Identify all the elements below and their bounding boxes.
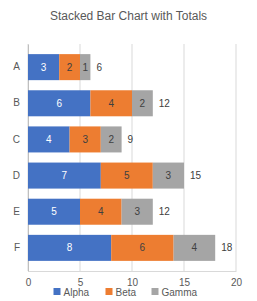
total-label: 15 bbox=[190, 170, 202, 181]
y-tick: A bbox=[13, 61, 28, 72]
bar bbox=[59, 54, 80, 80]
data-label: 5 bbox=[124, 170, 130, 181]
legend-item: Beta bbox=[106, 287, 137, 298]
bar bbox=[132, 90, 153, 116]
series bbox=[59, 54, 173, 261]
y-tick-label: F bbox=[14, 242, 20, 253]
bar bbox=[80, 54, 90, 80]
bars bbox=[28, 54, 215, 261]
total-label: 9 bbox=[128, 134, 134, 145]
data-label: 2 bbox=[67, 62, 73, 73]
bar bbox=[28, 163, 101, 189]
bar bbox=[101, 126, 122, 152]
data-label: 7 bbox=[62, 170, 68, 181]
data-label: 3 bbox=[134, 206, 140, 217]
total-label: 6 bbox=[96, 62, 102, 73]
data-label: 6 bbox=[140, 242, 146, 253]
bar bbox=[70, 126, 101, 152]
series bbox=[80, 54, 215, 261]
legend-label: Alpha bbox=[64, 287, 90, 298]
data-label: 2 bbox=[108, 134, 114, 145]
y-tick-label: D bbox=[13, 170, 20, 181]
series bbox=[28, 54, 111, 261]
data-label: 6 bbox=[56, 98, 62, 109]
data-label: 3 bbox=[41, 62, 47, 73]
legend-swatch bbox=[54, 288, 61, 295]
y-axis: A B C D E F bbox=[13, 45, 29, 272]
bar bbox=[153, 163, 184, 189]
bar bbox=[28, 54, 59, 80]
bar bbox=[90, 90, 132, 116]
x-tick: 0 bbox=[26, 271, 32, 288]
total-label: 18 bbox=[221, 242, 233, 253]
y-tick: D bbox=[13, 170, 28, 181]
x-axis-line bbox=[29, 271, 237, 272]
data-label: 4 bbox=[108, 98, 114, 109]
legend-label: Gamma bbox=[162, 287, 198, 298]
bar bbox=[28, 126, 70, 152]
data-label: 4 bbox=[98, 206, 104, 217]
plot: 05101520ABCDEF36475824354612233461291512… bbox=[13, 44, 243, 288]
grid bbox=[28, 44, 236, 271]
data-label: 3 bbox=[166, 170, 172, 181]
bar bbox=[101, 163, 153, 189]
y-tick: B bbox=[13, 97, 28, 108]
y-tick-label: E bbox=[13, 206, 20, 217]
data-label: 8 bbox=[67, 242, 73, 253]
bar bbox=[174, 235, 216, 261]
x-tick: 20 bbox=[231, 271, 243, 288]
legend-item: Gamma bbox=[152, 287, 198, 298]
data-label: 3 bbox=[82, 134, 88, 145]
bar bbox=[80, 199, 122, 225]
data-labels: 3647582435461223346129151218 bbox=[41, 62, 233, 254]
bar bbox=[122, 199, 153, 225]
title: Stacked Bar Chart with Totals bbox=[50, 9, 207, 23]
y-tick-label: A bbox=[13, 61, 20, 72]
legend-swatch bbox=[152, 288, 159, 295]
data-label: 1 bbox=[82, 62, 88, 73]
data-label: 4 bbox=[46, 134, 52, 145]
legend-label: Beta bbox=[116, 287, 137, 298]
x-tick-label: 0 bbox=[26, 277, 32, 288]
legend-item: Alpha bbox=[54, 287, 90, 298]
bar bbox=[28, 90, 90, 116]
y-tick: E bbox=[13, 206, 28, 217]
legend-swatch bbox=[106, 288, 113, 295]
bar bbox=[28, 199, 80, 225]
legend: Alpha Beta Gamma bbox=[54, 287, 198, 298]
y-tick-label: B bbox=[13, 97, 20, 108]
grid-line bbox=[236, 44, 237, 271]
data-label: 4 bbox=[192, 242, 198, 253]
bar bbox=[111, 235, 173, 261]
y-tick: C bbox=[13, 134, 28, 145]
y-tick: F bbox=[14, 242, 28, 253]
data-label: 5 bbox=[51, 206, 57, 217]
y-tick-label: C bbox=[13, 134, 20, 145]
total-label: 12 bbox=[159, 206, 171, 217]
x-tick-label: 20 bbox=[231, 277, 243, 288]
chart: Stacked Bar Chart with Totals05101520ABC… bbox=[0, 0, 257, 301]
bar bbox=[28, 235, 111, 261]
total-label: 12 bbox=[159, 98, 171, 109]
data-label: 2 bbox=[140, 98, 146, 109]
